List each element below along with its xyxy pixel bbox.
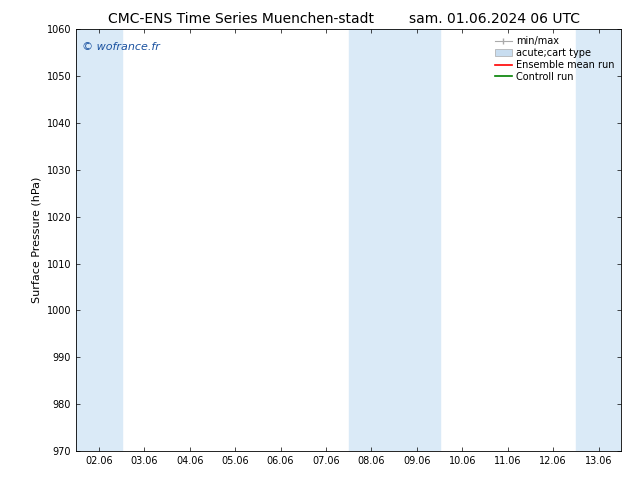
Bar xyxy=(576,29,621,451)
Text: sam. 01.06.2024 06 UTC: sam. 01.06.2024 06 UTC xyxy=(409,12,580,26)
Legend: min/max, acute;cart type, Ensemble mean run, Controll run: min/max, acute;cart type, Ensemble mean … xyxy=(493,34,616,84)
Bar xyxy=(349,29,439,451)
Bar xyxy=(76,29,122,451)
Y-axis label: Surface Pressure (hPa): Surface Pressure (hPa) xyxy=(31,177,41,303)
Text: © wofrance.fr: © wofrance.fr xyxy=(82,42,159,52)
Text: CMC-ENS Time Series Muenchen-stadt: CMC-ENS Time Series Muenchen-stadt xyxy=(108,12,374,26)
